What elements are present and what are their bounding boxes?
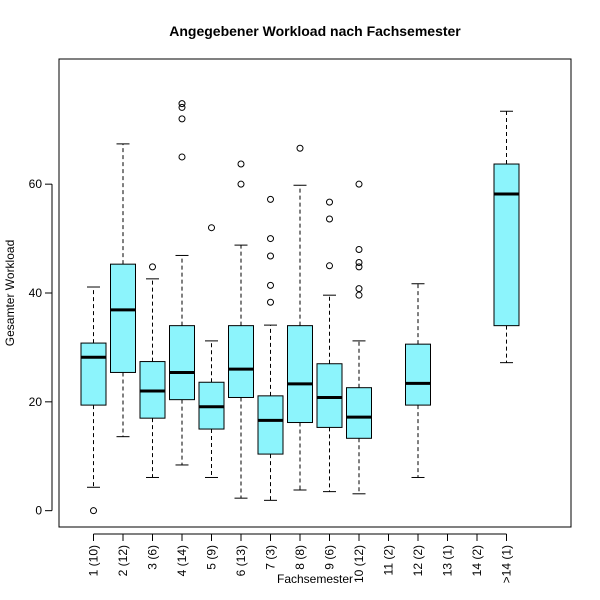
- box: [346, 387, 372, 439]
- box-group: [257, 195, 284, 501]
- box: [228, 325, 254, 398]
- x-tick-label: 3 (6): [146, 545, 160, 570]
- outlier-point: [296, 144, 304, 152]
- y-tick-label: 40: [29, 286, 43, 300]
- outlier-point: [355, 245, 363, 253]
- x-tick-label: 1 (10): [87, 545, 101, 576]
- box: [316, 363, 343, 428]
- outlier-point: [178, 153, 186, 161]
- y-axis: 0 20 40 60: [29, 177, 53, 518]
- outlier-point: [355, 259, 363, 267]
- x-tick-label: 13 (1): [441, 545, 455, 576]
- outlier-point: [355, 180, 363, 188]
- outlier-point: [326, 198, 333, 206]
- box-group: [198, 224, 225, 478]
- x-tick-label: >14 (1): [500, 545, 514, 583]
- box-group: [493, 110, 520, 364]
- outlier-point: [237, 160, 245, 168]
- y-tick-label: 60: [29, 177, 43, 191]
- x-tick-label: 12 (2): [411, 545, 425, 576]
- outlier-point: [90, 507, 97, 515]
- x-tick-label: 9 (6): [323, 545, 337, 570]
- box-group: [287, 144, 313, 491]
- outlier-point: [178, 103, 186, 111]
- x-axis: 1 (10) 2 (12) 3 (6) 4 (14) 5 (9) 6 (13) 7 (3) 8…: [87, 533, 514, 583]
- box: [405, 343, 431, 406]
- box-group: [80, 286, 107, 515]
- box-group: [228, 160, 254, 499]
- outlier-point: [267, 195, 274, 203]
- box-group: [405, 283, 431, 478]
- x-tick-label: 4 (14): [175, 545, 189, 576]
- outlier-point: [355, 291, 363, 299]
- x-tick-label: 7 (3): [264, 545, 278, 570]
- chart-title: Angegebener Workload nach Fachsemester: [169, 23, 461, 39]
- box: [493, 163, 520, 327]
- outlier-point: [267, 298, 274, 306]
- outlier-point: [326, 262, 333, 270]
- outlier-point: [149, 263, 156, 271]
- x-tick-label: 6 (13): [234, 545, 248, 576]
- y-axis-label: Gesamter Workload: [3, 240, 17, 346]
- x-tick-label: 10 (12): [352, 545, 366, 583]
- x-tick-label: 8 (8): [293, 545, 307, 570]
- x-tick-label: 11 (2): [382, 545, 396, 575]
- outlier-point: [267, 252, 274, 260]
- box: [169, 325, 195, 401]
- box: [287, 325, 313, 424]
- box: [257, 395, 284, 455]
- box-group: [316, 198, 343, 493]
- outlier-point: [326, 215, 333, 223]
- outlier-point: [355, 263, 363, 271]
- box-group: [139, 263, 166, 478]
- outlier-point: [237, 180, 245, 188]
- plot-frame: [58, 58, 572, 528]
- outlier-point: [267, 235, 274, 243]
- x-tick-label: 2 (12): [116, 545, 130, 576]
- box-group: [110, 143, 136, 438]
- box: [110, 263, 136, 373]
- x-tick-label: 14 (2): [470, 545, 484, 576]
- outlier-point: [267, 281, 274, 289]
- x-axis-label: Fachsemester: [277, 572, 353, 586]
- y-tick-label: 20: [29, 395, 43, 409]
- outlier-point: [178, 100, 186, 108]
- x-tick-label: 5 (9): [205, 545, 219, 570]
- plot-layer: [80, 100, 520, 515]
- box-group: [169, 100, 195, 466]
- box: [80, 342, 107, 406]
- y-tick-label: 0: [35, 504, 42, 518]
- box-group: [346, 180, 372, 495]
- outlier-point: [178, 115, 186, 123]
- outlier-point: [355, 285, 363, 293]
- outlier-point: [208, 224, 215, 232]
